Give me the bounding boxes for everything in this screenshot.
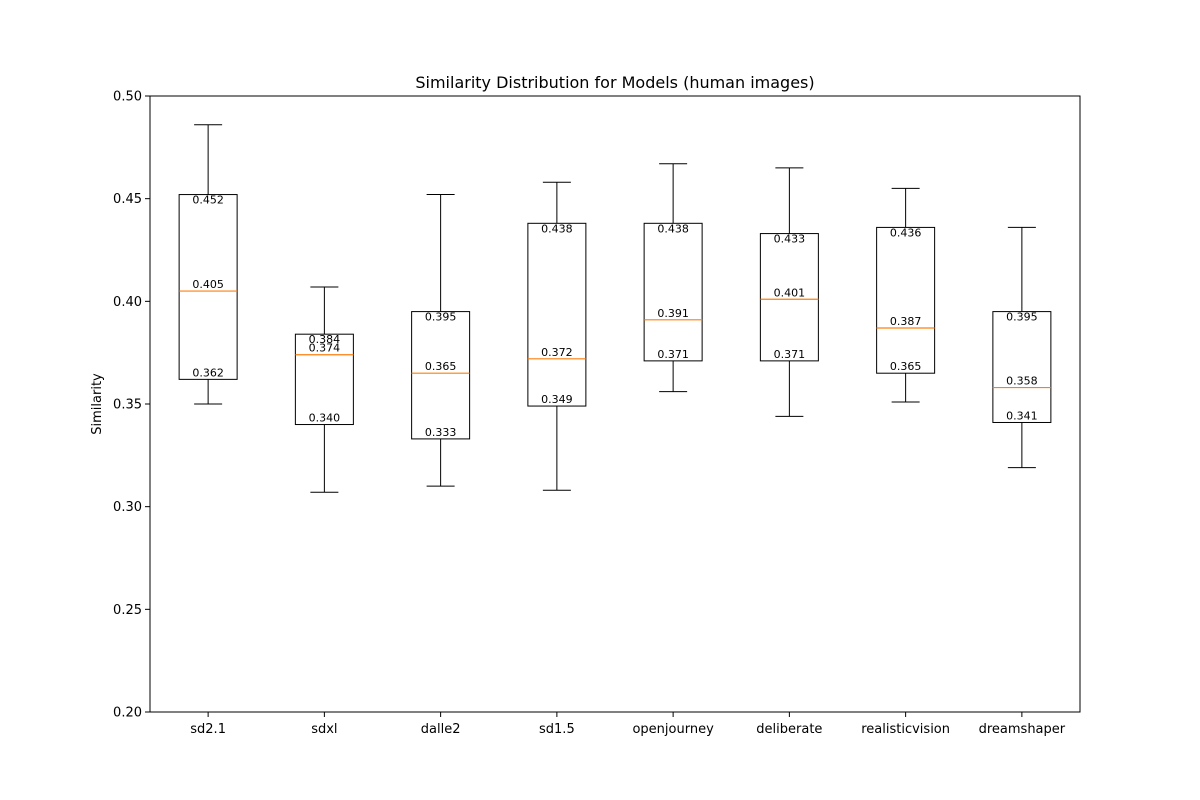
q1-value-label: 0.349 [541,393,573,406]
box-iqr [759,233,819,362]
x-tick-label: deliberate [756,722,822,737]
q3-value-label: 0.395 [1006,311,1038,324]
q1-value-label: 0.341 [1006,409,1038,422]
median-value-label: 0.374 [309,342,341,355]
y-axis: 0.20 0.25 0.30 0.35 0.40 0.45 0.50 [113,90,150,721]
box-iqr [643,222,703,362]
box-iqr [876,226,936,374]
x-tick-label: dalle2 [421,722,461,737]
q1-value-label: 0.340 [309,412,341,425]
box-iqr [294,333,354,426]
x-tick-label: sd1.5 [539,722,575,737]
box-sd2.1: 0.452 0.405 0.362 [178,124,238,405]
box-realisticvision: 0.436 0.387 0.365 [876,187,936,403]
q1-value-label: 0.371 [657,348,689,361]
x-tick-label: sd2.1 [190,722,226,737]
x-axis: sd2.1 sdxl dalle2 sd1.5 openjourney deliberat… [190,712,1066,737]
y-tick-label: 0.20 [113,706,142,721]
q3-value-label: 0.436 [890,226,922,239]
y-tick-label: 0.25 [113,603,142,618]
q3-value-label: 0.452 [192,194,224,207]
x-tick-label: dreamshaper [979,722,1066,737]
y-tick-label: 0.40 [113,295,142,310]
box-iqr [527,222,587,407]
q1-value-label: 0.371 [774,348,806,361]
q3-value-label: 0.438 [541,222,573,235]
median-value-label: 0.372 [541,346,573,359]
box-iqr [992,311,1052,423]
chart-title: Similarity Distribution for Models (huma… [415,73,814,92]
y-axis-label: Similarity [90,373,105,435]
y-tick-label: 0.45 [113,192,142,207]
median-value-label: 0.401 [774,286,806,299]
median-value-label: 0.387 [890,315,922,328]
median-value-label: 0.365 [425,360,457,373]
x-tick-label: realisticvision [861,722,950,737]
box-deliberate: 0.433 0.401 0.371 [759,167,819,417]
y-tick-label: 0.35 [113,398,142,413]
median-value-label: 0.405 [192,278,224,291]
box-dalle2: 0.395 0.365 0.333 [411,194,471,487]
q3-value-label: 0.395 [425,311,457,324]
box-sd1.5: 0.438 0.372 0.349 [527,181,587,491]
q3-value-label: 0.438 [657,222,689,235]
y-tick-label: 0.50 [113,90,142,105]
box-iqr [178,194,238,380]
y-tick-label: 0.30 [113,500,142,515]
q1-value-label: 0.365 [890,360,922,373]
q3-value-label: 0.433 [774,233,806,246]
plot-frame [149,95,1081,713]
q1-value-label: 0.333 [425,426,457,439]
median-value-label: 0.358 [1006,375,1038,388]
x-tick-label: sdxl [311,722,337,737]
box-dreamshaper: 0.395 0.358 0.341 [992,226,1052,469]
q3-value-label: 0.384 [309,333,341,346]
box-openjourney: 0.438 0.391 0.371 [643,163,703,393]
median-value-label: 0.391 [657,307,689,320]
q1-value-label: 0.362 [192,366,224,379]
box-iqr [411,311,471,440]
x-tick-label: openjourney [632,722,714,737]
